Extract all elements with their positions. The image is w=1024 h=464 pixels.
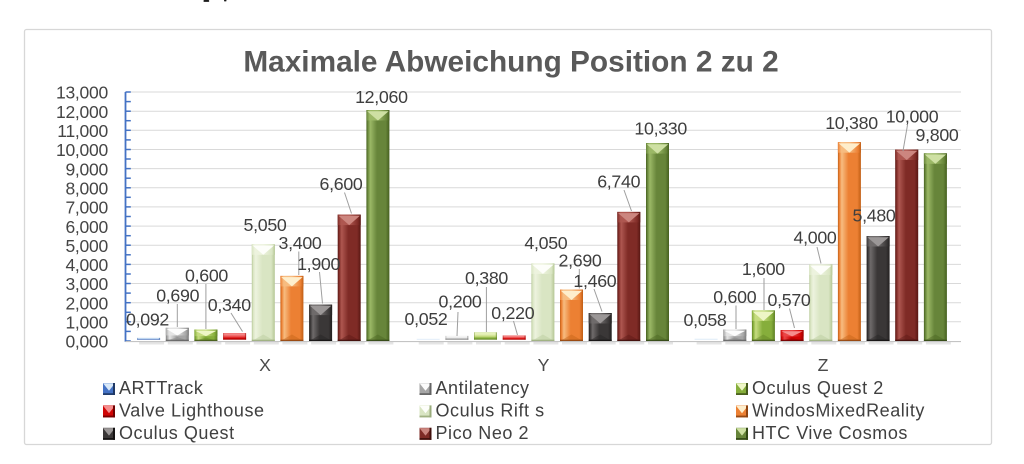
svg-text:5,050: 5,050 xyxy=(244,215,287,235)
svg-text:0,380: 0,380 xyxy=(465,268,508,288)
svg-text:4,000: 4,000 xyxy=(794,228,837,248)
svg-text:10,330: 10,330 xyxy=(634,119,687,139)
svg-text:Oculus Quest 2: Oculus Quest 2 xyxy=(752,378,884,398)
svg-text:11,000: 11,000 xyxy=(57,121,108,141)
svg-text:0,058: 0,058 xyxy=(684,310,727,330)
svg-text:ARTTrack: ARTTrack xyxy=(119,378,204,398)
svg-text:13,000: 13,000 xyxy=(56,83,109,103)
svg-text:4,000: 4,000 xyxy=(65,255,108,275)
svg-text:Z: Z xyxy=(818,355,829,375)
svg-text:1,000: 1,000 xyxy=(65,313,108,333)
svg-text:10,000: 10,000 xyxy=(56,140,109,160)
svg-text:Antilatency: Antilatency xyxy=(436,378,530,398)
svg-text:0,000: 0,000 xyxy=(65,332,108,352)
svg-text:1,460: 1,460 xyxy=(573,271,616,291)
svg-text:0,690: 0,690 xyxy=(156,285,199,305)
svg-text:WindosMixedReality: WindosMixedReality xyxy=(752,401,925,421)
svg-text:Oculus Rift s: Oculus Rift s xyxy=(436,401,545,421)
svg-text:0,340: 0,340 xyxy=(208,295,251,315)
svg-text:0,570: 0,570 xyxy=(768,290,811,310)
svg-text:12,000: 12,000 xyxy=(56,102,109,122)
svg-text:0,600: 0,600 xyxy=(713,287,756,307)
svg-text:X: X xyxy=(259,355,271,375)
svg-text:9,000: 9,000 xyxy=(65,159,108,179)
svg-text:0,220: 0,220 xyxy=(491,303,534,323)
svg-text:1,900: 1,900 xyxy=(297,254,340,274)
svg-text:5,000: 5,000 xyxy=(65,236,108,256)
svg-text:0,200: 0,200 xyxy=(439,291,482,311)
svg-text:0,052: 0,052 xyxy=(405,309,448,329)
svg-text:0,092: 0,092 xyxy=(126,310,169,330)
svg-text:8,000: 8,000 xyxy=(65,179,108,199)
svg-text:2,000: 2,000 xyxy=(65,293,108,313)
svg-text:HTC Vive Cosmos: HTC Vive Cosmos xyxy=(752,423,908,443)
svg-text:4,050: 4,050 xyxy=(524,233,567,253)
svg-text:Pico Neo 2: Pico Neo 2 xyxy=(436,423,530,443)
svg-text:0,600: 0,600 xyxy=(185,265,228,285)
svg-text:6,000: 6,000 xyxy=(65,217,108,237)
svg-text:12,060: 12,060 xyxy=(355,87,408,107)
svg-text:10,380: 10,380 xyxy=(825,113,878,133)
svg-text:1,600: 1,600 xyxy=(742,259,785,279)
svg-text:9,800: 9,800 xyxy=(916,125,959,145)
svg-text:2,690: 2,690 xyxy=(559,250,602,270)
svg-text:3,000: 3,000 xyxy=(65,274,108,294)
svg-text:Oculus Quest: Oculus Quest xyxy=(119,423,235,443)
svg-text:Maximale Abweichung Position 2: Maximale Abweichung Position 2 zu 2 xyxy=(243,46,778,79)
svg-text:5,480: 5,480 xyxy=(853,206,896,226)
svg-text:Y: Y xyxy=(538,355,550,375)
svg-text:10,000: 10,000 xyxy=(886,107,939,127)
svg-text:6,740: 6,740 xyxy=(597,172,640,192)
svg-text:7,000: 7,000 xyxy=(65,198,108,218)
svg-text:3,400: 3,400 xyxy=(279,233,322,253)
svg-text:Valve Lighthouse: Valve Lighthouse xyxy=(119,401,265,421)
svg-text:6,600: 6,600 xyxy=(320,174,363,194)
